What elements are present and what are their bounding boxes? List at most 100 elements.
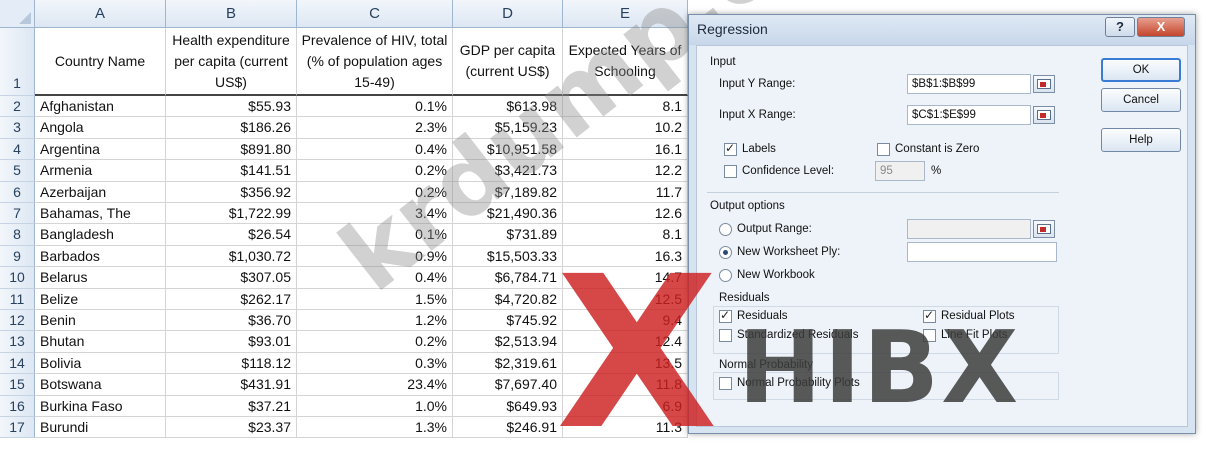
- cell-country[interactable]: Afghanistan: [35, 96, 166, 118]
- row-header[interactable]: 8: [0, 224, 35, 246]
- cell-health[interactable]: $55.93: [166, 96, 297, 118]
- cell-hiv[interactable]: 1.0%: [297, 395, 453, 417]
- row-header[interactable]: 4: [0, 138, 35, 161]
- cancel-button[interactable]: Cancel: [1101, 88, 1181, 112]
- input-x-collapse-button[interactable]: [1033, 106, 1055, 124]
- input-y-field[interactable]: $B$1:$B$99: [907, 74, 1031, 94]
- cell-country[interactable]: Belize: [35, 288, 166, 310]
- residual-plots-checkbox[interactable]: [923, 308, 936, 323]
- cell-schooling[interactable]: 8.1: [563, 96, 688, 118]
- cell-country[interactable]: Bhutan: [35, 331, 166, 353]
- dialog-titlebar[interactable]: Regression ? X: [689, 15, 1195, 45]
- cell-hiv[interactable]: 0.1%: [297, 224, 453, 246]
- cell-hiv[interactable]: 0.4%: [297, 267, 453, 289]
- row-header[interactable]: 16: [0, 395, 35, 417]
- cell-country[interactable]: Botswana: [35, 374, 166, 396]
- cell-hiv[interactable]: 0.9%: [297, 245, 453, 268]
- cell-gdp[interactable]: $6,784.71: [453, 267, 563, 289]
- cell-schooling[interactable]: 11.3: [563, 417, 688, 439]
- row-header[interactable]: 3: [0, 117, 35, 139]
- cell-schooling[interactable]: 14.7: [563, 267, 688, 289]
- cell-health[interactable]: $23.37: [166, 417, 297, 439]
- row-header[interactable]: 15: [0, 374, 35, 396]
- column-header-d[interactable]: D: [453, 0, 563, 28]
- cell-schooling[interactable]: 12.2: [563, 160, 688, 182]
- titlebar-help-button[interactable]: ?: [1105, 17, 1135, 37]
- cell-health[interactable]: $431.91: [166, 374, 297, 396]
- cell-health[interactable]: $262.17: [166, 288, 297, 310]
- cell-schooling[interactable]: 10.2: [563, 117, 688, 139]
- column-header-c[interactable]: C: [297, 0, 453, 28]
- constant-zero-checkbox[interactable]: [877, 143, 890, 156]
- output-range-radio[interactable]: [719, 223, 732, 236]
- cell-health[interactable]: $891.80: [166, 138, 297, 161]
- line-fit-plots-checkbox[interactable]: [923, 329, 936, 342]
- cell-gdp[interactable]: $3,421.73: [453, 160, 563, 182]
- cell-country[interactable]: Bangladesh: [35, 224, 166, 246]
- cell-gdp[interactable]: $613.98: [453, 96, 563, 118]
- cell-country[interactable]: Benin: [35, 310, 166, 332]
- labels-checkbox[interactable]: [724, 141, 737, 156]
- new-worksheet-ply-field[interactable]: [907, 242, 1057, 262]
- cell-country[interactable]: Burundi: [35, 417, 166, 439]
- cell-country[interactable]: Angola: [35, 117, 166, 139]
- cell-health[interactable]: $186.26: [166, 117, 297, 139]
- column-header-e[interactable]: E: [563, 0, 688, 28]
- cell-country[interactable]: Burkina Faso: [35, 395, 166, 417]
- confidence-checkbox[interactable]: [724, 165, 737, 178]
- cell-schooling[interactable]: 13.5: [563, 352, 688, 375]
- cell-schooling[interactable]: 11.8: [563, 374, 688, 396]
- cell-schooling[interactable]: 11.7: [563, 181, 688, 203]
- cell-health[interactable]: $307.05: [166, 267, 297, 289]
- ok-button[interactable]: OK: [1101, 58, 1181, 82]
- input-y-collapse-button[interactable]: [1033, 75, 1055, 93]
- cell-country[interactable]: Bahamas, The: [35, 203, 166, 225]
- row-header[interactable]: 13: [0, 331, 35, 353]
- new-worksheet-ply-radio[interactable]: [719, 246, 732, 259]
- row-header[interactable]: 5: [0, 160, 35, 182]
- row-header[interactable]: 14: [0, 352, 35, 375]
- cell-hiv[interactable]: 3.4%: [297, 203, 453, 225]
- cell-gdp[interactable]: $7,189.82: [453, 181, 563, 203]
- row-header[interactable]: 17: [0, 417, 35, 439]
- cell-gdp[interactable]: $246.91: [453, 417, 563, 439]
- column-header-b[interactable]: B: [166, 0, 297, 28]
- select-all-corner[interactable]: [0, 0, 35, 28]
- output-range-field[interactable]: [907, 219, 1031, 239]
- residuals-checkbox[interactable]: [719, 308, 732, 323]
- cell-schooling[interactable]: 12.5: [563, 288, 688, 310]
- header-cell-country[interactable]: Country Name: [35, 28, 166, 96]
- row-header[interactable]: 2: [0, 96, 35, 118]
- cell-hiv[interactable]: 0.1%: [297, 96, 453, 118]
- input-x-field[interactable]: $C$1:$E$99: [907, 105, 1031, 125]
- row-header[interactable]: 9: [0, 245, 35, 268]
- cell-hiv[interactable]: 2.3%: [297, 117, 453, 139]
- cell-hiv[interactable]: 1.3%: [297, 417, 453, 439]
- cell-country[interactable]: Armenia: [35, 160, 166, 182]
- cell-gdp[interactable]: $21,490.36: [453, 203, 563, 225]
- cell-health[interactable]: $1,722.99: [166, 203, 297, 225]
- cell-country[interactable]: Bolivia: [35, 352, 166, 375]
- cell-gdp[interactable]: $5,159.23: [453, 117, 563, 139]
- cell-hiv[interactable]: 0.2%: [297, 181, 453, 203]
- cell-gdp[interactable]: $7,697.40: [453, 374, 563, 396]
- cell-country[interactable]: Argentina: [35, 138, 166, 161]
- cell-schooling[interactable]: 16.1: [563, 138, 688, 161]
- row-header[interactable]: 7: [0, 203, 35, 225]
- cell-gdp[interactable]: $15,503.33: [453, 245, 563, 268]
- cell-health[interactable]: $36.70: [166, 310, 297, 332]
- cell-hiv[interactable]: 0.3%: [297, 352, 453, 375]
- row-header[interactable]: 6: [0, 181, 35, 203]
- cell-country[interactable]: Barbados: [35, 245, 166, 268]
- cell-schooling[interactable]: 6.9: [563, 395, 688, 417]
- column-header-a[interactable]: A: [35, 0, 166, 28]
- row-header[interactable]: 1: [0, 28, 35, 96]
- cell-schooling[interactable]: 8.1: [563, 224, 688, 246]
- cell-country[interactable]: Azerbaijan: [35, 181, 166, 203]
- cell-gdp[interactable]: $10,951.58: [453, 138, 563, 161]
- header-cell-gdp[interactable]: GDP per capita (current US$): [453, 28, 563, 96]
- cell-schooling[interactable]: 12.4: [563, 331, 688, 353]
- cell-hiv[interactable]: 0.2%: [297, 160, 453, 182]
- titlebar-close-button[interactable]: X: [1137, 17, 1185, 37]
- cell-schooling[interactable]: 16.3: [563, 245, 688, 268]
